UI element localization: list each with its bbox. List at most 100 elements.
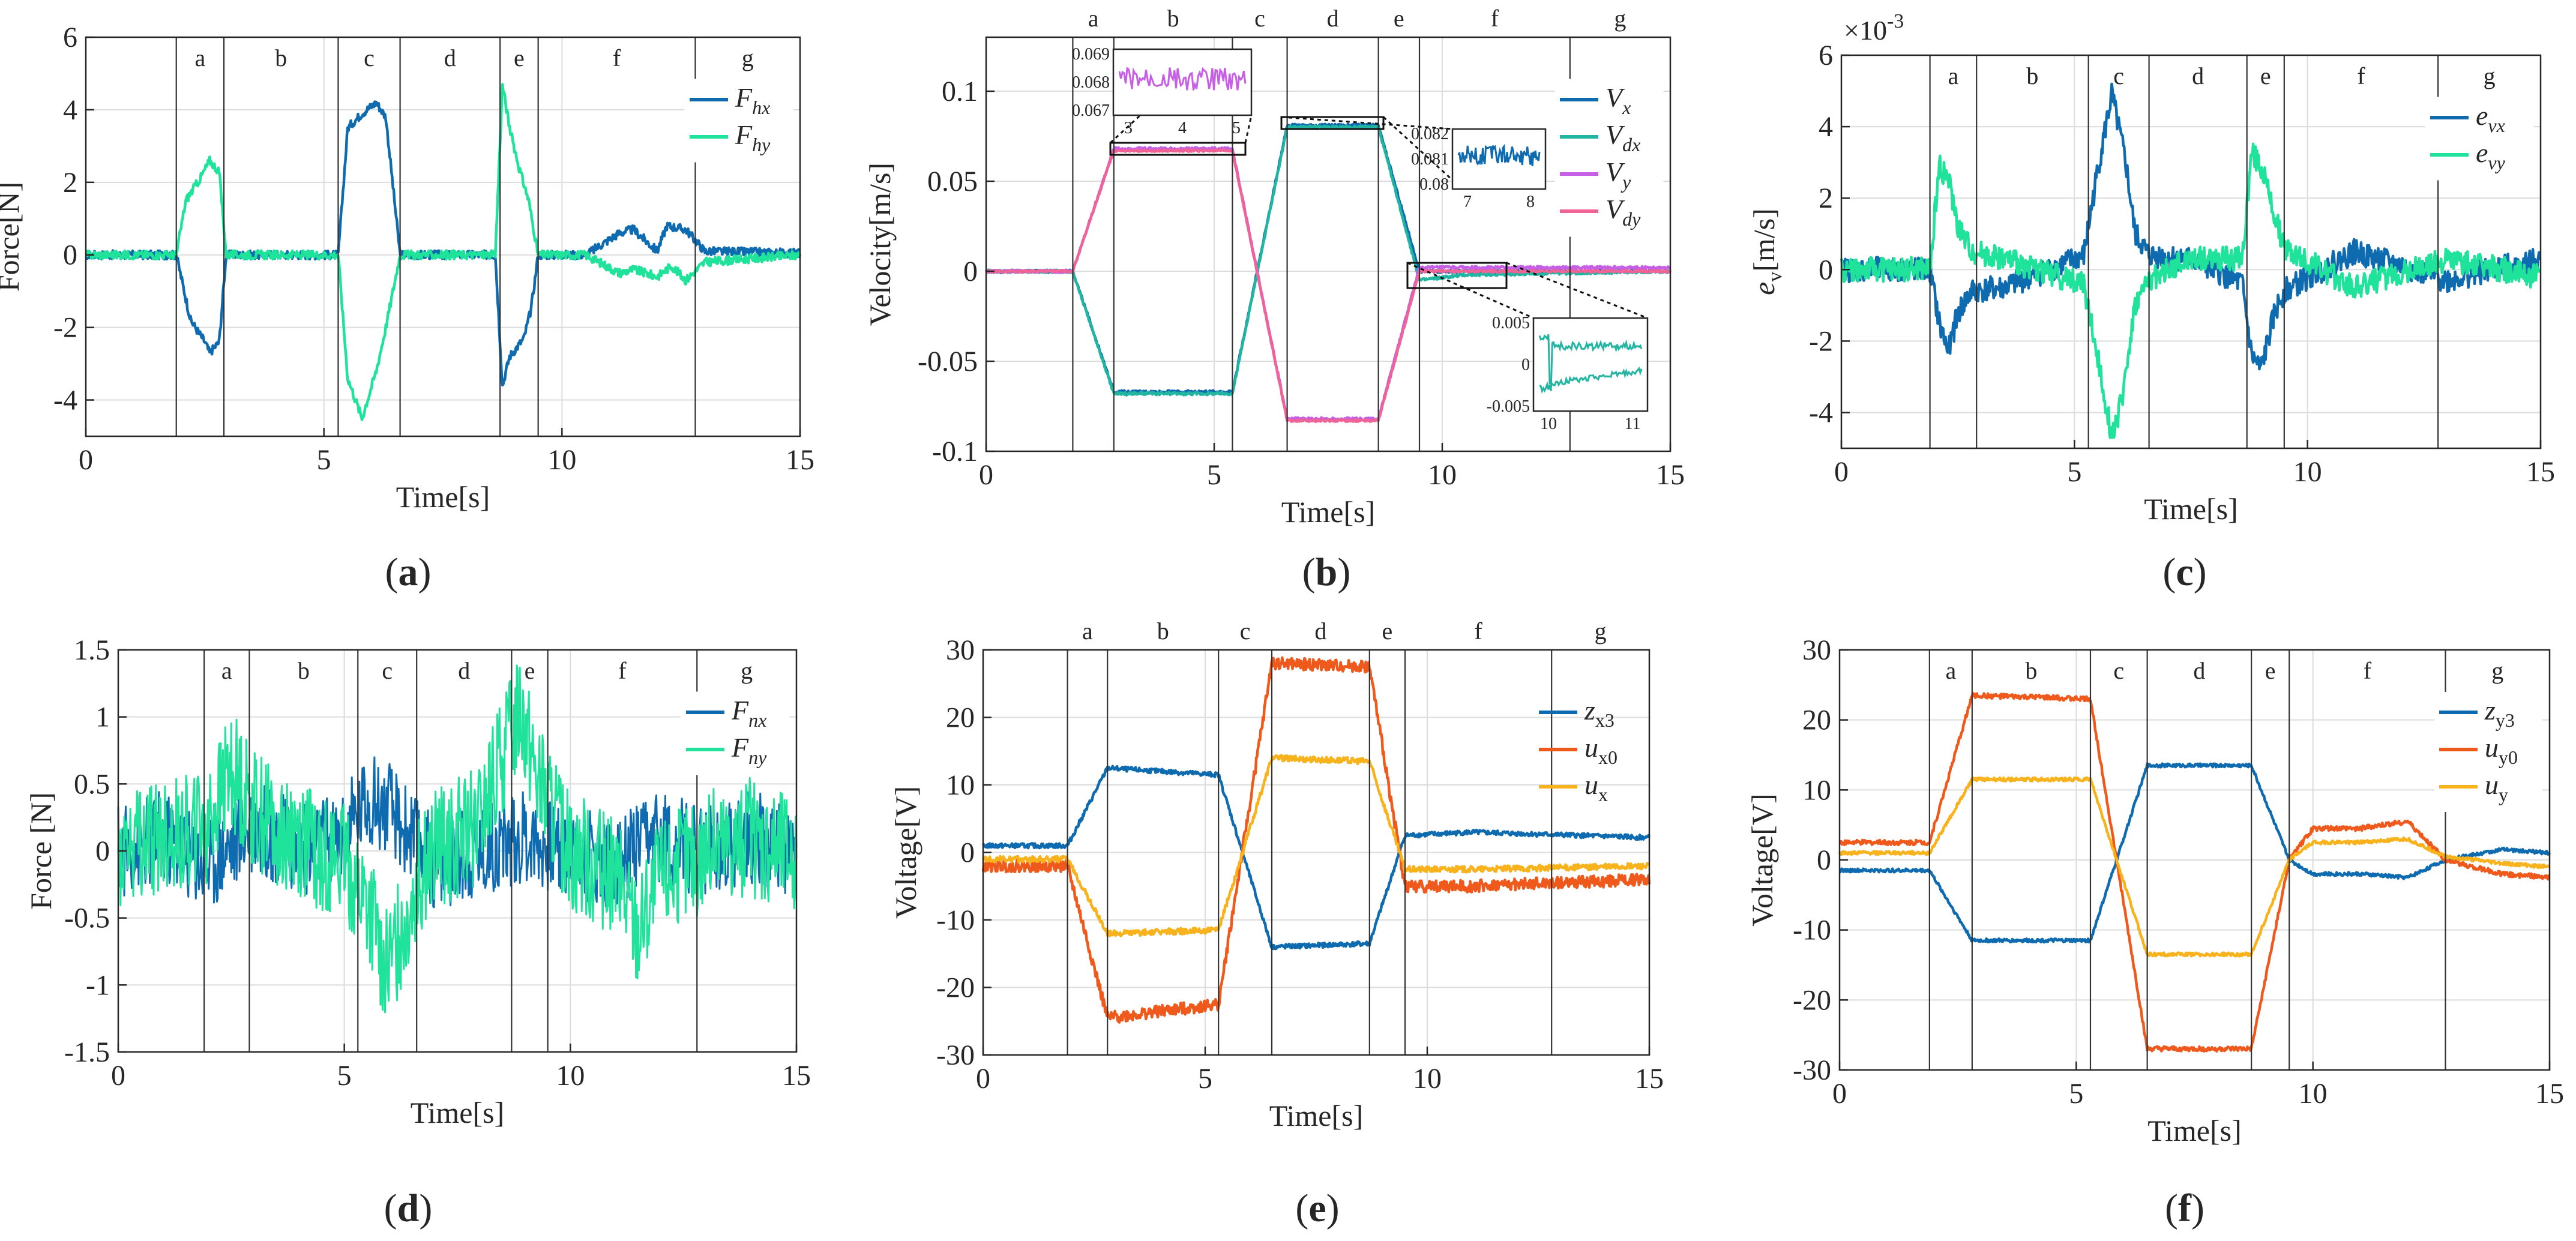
phase-label-a: a <box>1945 657 1956 684</box>
phase-label-g: g <box>2491 657 2503 684</box>
x-axis-label: Time[s] <box>2144 492 2238 526</box>
legend-entry-uy: uy <box>2485 769 2508 805</box>
y-tick-label: -0.5 <box>64 903 110 934</box>
y-tick-label: 4 <box>1819 111 1833 143</box>
chart-panel-e: a b c d e f g 0 5 10 15 -30 -20 -10 0 10 20 30 Time[s] Volt… <box>889 617 1664 1132</box>
y-tick-label: 20 <box>946 702 975 734</box>
x-axis-label: Time[s] <box>1269 1099 1364 1132</box>
x-tick-label: 15 <box>2535 1078 2564 1110</box>
x-tick-label: 0 <box>1834 456 1849 488</box>
phase-label-b: b <box>2025 657 2037 684</box>
series-line-uy <box>1838 776 2551 958</box>
x-tick-label: 15 <box>782 1060 811 1092</box>
series-line-zx3 <box>981 765 1651 951</box>
chart-panel-a: a b c d e f g 0 5 10 15 -4 -2 0 2 4 6 Time[s] Force[N] FhxF… <box>0 22 814 514</box>
phase-label-g: g <box>1595 617 1607 645</box>
phase-label-f: f <box>613 44 621 71</box>
inset-y-tick-label: 0.081 <box>1411 150 1449 169</box>
y-axis-label: Force[N] <box>0 182 25 292</box>
inset-box <box>1532 317 1649 412</box>
y-axis-label: ev[m/s] <box>1747 208 1786 295</box>
phase-label-a: a <box>221 657 232 684</box>
legend-entry-Vx: Vx <box>1605 82 1631 118</box>
chart-panel-d: a b c d e f g 0 5 10 15 -1.5 -1 -0.5 0 0.5 1 1.5 Time[s] Fo… <box>24 634 811 1129</box>
y-tick-label: 0 <box>95 835 110 867</box>
inset-y-tick-label: 0.082 <box>1411 125 1449 143</box>
legend-entry-Fnx: Fnx <box>731 695 766 731</box>
x-tick-label: 10 <box>1428 459 1457 491</box>
legend-entry-evy: evy <box>2476 137 2506 173</box>
y-tick-label: 2 <box>1819 182 1833 214</box>
series-line-evy <box>1840 142 2542 439</box>
phase-label-c: c <box>2113 657 2124 684</box>
phase-label-b: b <box>1157 617 1169 645</box>
y-tick-label: -10 <box>1793 915 1831 946</box>
x-tick-label: 5 <box>317 444 331 476</box>
x-tick-label: 0 <box>111 1060 125 1092</box>
y-tick-label: 2 <box>63 167 77 199</box>
phase-label-g: g <box>741 657 753 684</box>
y-tick-label: 6 <box>63 22 77 53</box>
legend-entry-uy0: uy0 <box>2485 732 2518 768</box>
y-tick-label: 0 <box>63 239 77 271</box>
inset-x-tick-label: 10 <box>1540 415 1557 433</box>
phase-label-g: g <box>1614 5 1626 32</box>
legend-entry-ux: ux <box>1584 769 1608 805</box>
y-tick-label: -1.5 <box>64 1036 110 1068</box>
x-tick-label: 5 <box>2067 456 2081 488</box>
phase-label-e: e <box>1382 617 1393 645</box>
y-tick-label: 0 <box>963 256 978 287</box>
legend-entry-zy3: zy3 <box>2484 695 2515 731</box>
panel-caption-e: (e) <box>1295 1186 1339 1230</box>
phase-label-e: e <box>525 657 535 684</box>
inset-y-tick-label: -0.005 <box>1487 397 1530 416</box>
inset-trace <box>1539 339 1643 394</box>
axes-box <box>985 36 1672 452</box>
inset-x-tick-label: 4 <box>1178 119 1187 137</box>
inset-source-box <box>1109 142 1247 156</box>
y-axis-label: Force [N] <box>24 792 58 910</box>
phase-label-d: d <box>2193 657 2205 684</box>
y-tick-label: -0.1 <box>932 436 978 467</box>
y-tick-label: 20 <box>1802 705 1831 736</box>
y-tick-label: 0 <box>1819 254 1833 286</box>
y-tick-label: 10 <box>1802 774 1831 806</box>
phase-label-b: b <box>275 44 287 71</box>
axes-box <box>1840 54 2542 449</box>
phase-label-e: e <box>2265 657 2276 684</box>
phase-label-e: e <box>514 44 525 71</box>
phase-label-d: d <box>1314 617 1326 645</box>
x-tick-label: 10 <box>2299 1078 2328 1110</box>
series-line-Vdy <box>986 148 1672 424</box>
y-tick-label: 0 <box>960 837 975 869</box>
x-tick-label: 10 <box>547 444 576 476</box>
x-tick-label: 10 <box>556 1060 585 1092</box>
x-tick-label: 15 <box>786 444 814 476</box>
y-tick-label: 30 <box>946 634 975 666</box>
phase-label-a: a <box>1088 5 1099 32</box>
panel-caption-b: (b) <box>1302 550 1351 594</box>
y-tick-label: -20 <box>936 972 975 1004</box>
y-tick-label: -30 <box>936 1039 975 1071</box>
inset-y-tick-label: 0.08 <box>1419 175 1449 194</box>
inset-trace <box>1118 67 1247 91</box>
phase-label-f: f <box>618 657 627 684</box>
inset-trace <box>1457 143 1541 167</box>
legend-entry-zx3: zx3 <box>1584 695 1615 731</box>
phase-label-d: d <box>1327 5 1339 32</box>
series-line-Fhy <box>85 83 802 421</box>
inset-y-tick-label: 0.069 <box>1072 45 1110 64</box>
x-tick-label: 5 <box>1207 459 1221 491</box>
phase-label-a: a <box>1948 62 1959 89</box>
inset-trace <box>1538 334 1643 387</box>
phase-label-b: b <box>1167 5 1179 32</box>
legend-entry-ux0: ux0 <box>1584 732 1618 768</box>
x-tick-label: 0 <box>79 444 93 476</box>
x-tick-label: 15 <box>1635 1063 1664 1095</box>
legend-entry-Vdy: Vdy <box>1605 194 1641 230</box>
